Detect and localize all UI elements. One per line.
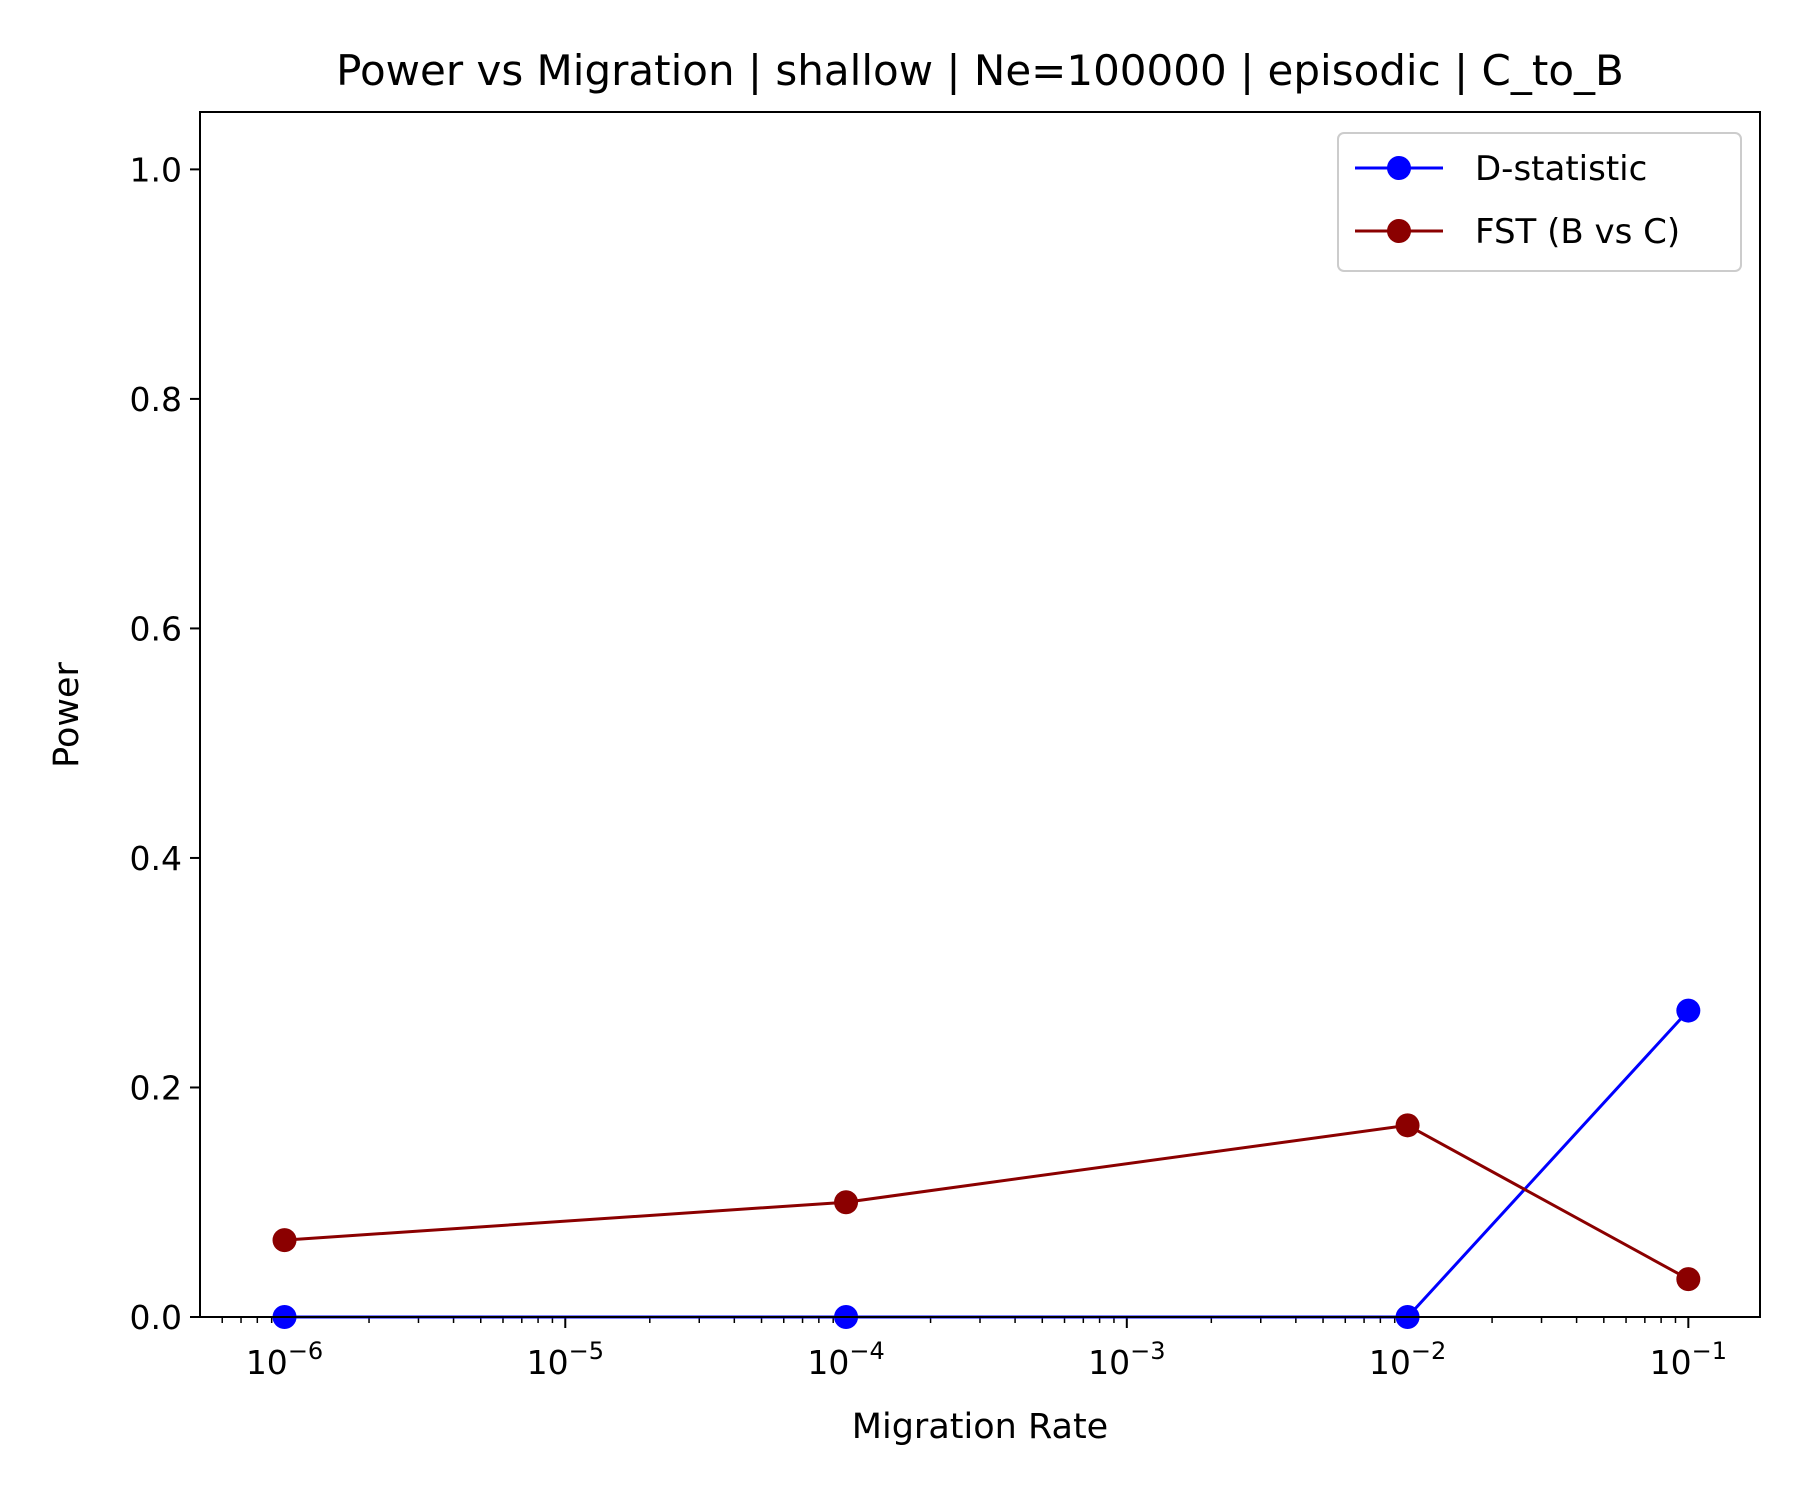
legend: D-statistic FST (B vs C) bbox=[1337, 132, 1742, 272]
data-point-1 bbox=[1395, 1113, 1420, 1138]
legend-marker-1 bbox=[1387, 219, 1411, 243]
x-tick-label: 10−3 bbox=[1088, 1337, 1165, 1382]
data-point-1 bbox=[834, 1190, 859, 1215]
y-tick-label: 1.0 bbox=[130, 150, 182, 189]
x-tick-label: 10−2 bbox=[1369, 1337, 1446, 1382]
legend-label-1: FST (B vs C) bbox=[1475, 212, 1680, 252]
y-tick-label: 0.0 bbox=[130, 1298, 182, 1337]
plot-frame bbox=[199, 111, 1761, 1318]
data-point-1 bbox=[272, 1228, 297, 1253]
legend-marker-0 bbox=[1387, 156, 1411, 180]
data-point-0 bbox=[1676, 998, 1701, 1023]
y-tick-label: 0.4 bbox=[130, 839, 182, 878]
x-tick-label: 10−5 bbox=[527, 1337, 604, 1382]
plot-area: 0.0 0.2 0.4 0.6 0.8 1.0 10−6 10−5 10−4 10−3 10−2 10… bbox=[130, 150, 1728, 1382]
y-tick-label: 0.8 bbox=[130, 380, 182, 419]
series-line-1 bbox=[284, 1123, 1690, 1281]
x-tick-label: 10−6 bbox=[246, 1337, 323, 1382]
y-axis-label: Power bbox=[47, 661, 87, 767]
data-point-1 bbox=[1676, 1267, 1701, 1292]
x-tick-label: 10−1 bbox=[1650, 1337, 1727, 1382]
chart-title: Power vs Migration | shallow | Ne=100000… bbox=[336, 46, 1624, 95]
y-tick-label: 0.2 bbox=[130, 1068, 182, 1107]
x-axis-label: Migration Rate bbox=[852, 1407, 1108, 1447]
y-tick-label: 0.6 bbox=[130, 609, 182, 648]
x-tick-label: 10−4 bbox=[807, 1337, 884, 1382]
legend-label-0: D-statistic bbox=[1475, 149, 1647, 189]
